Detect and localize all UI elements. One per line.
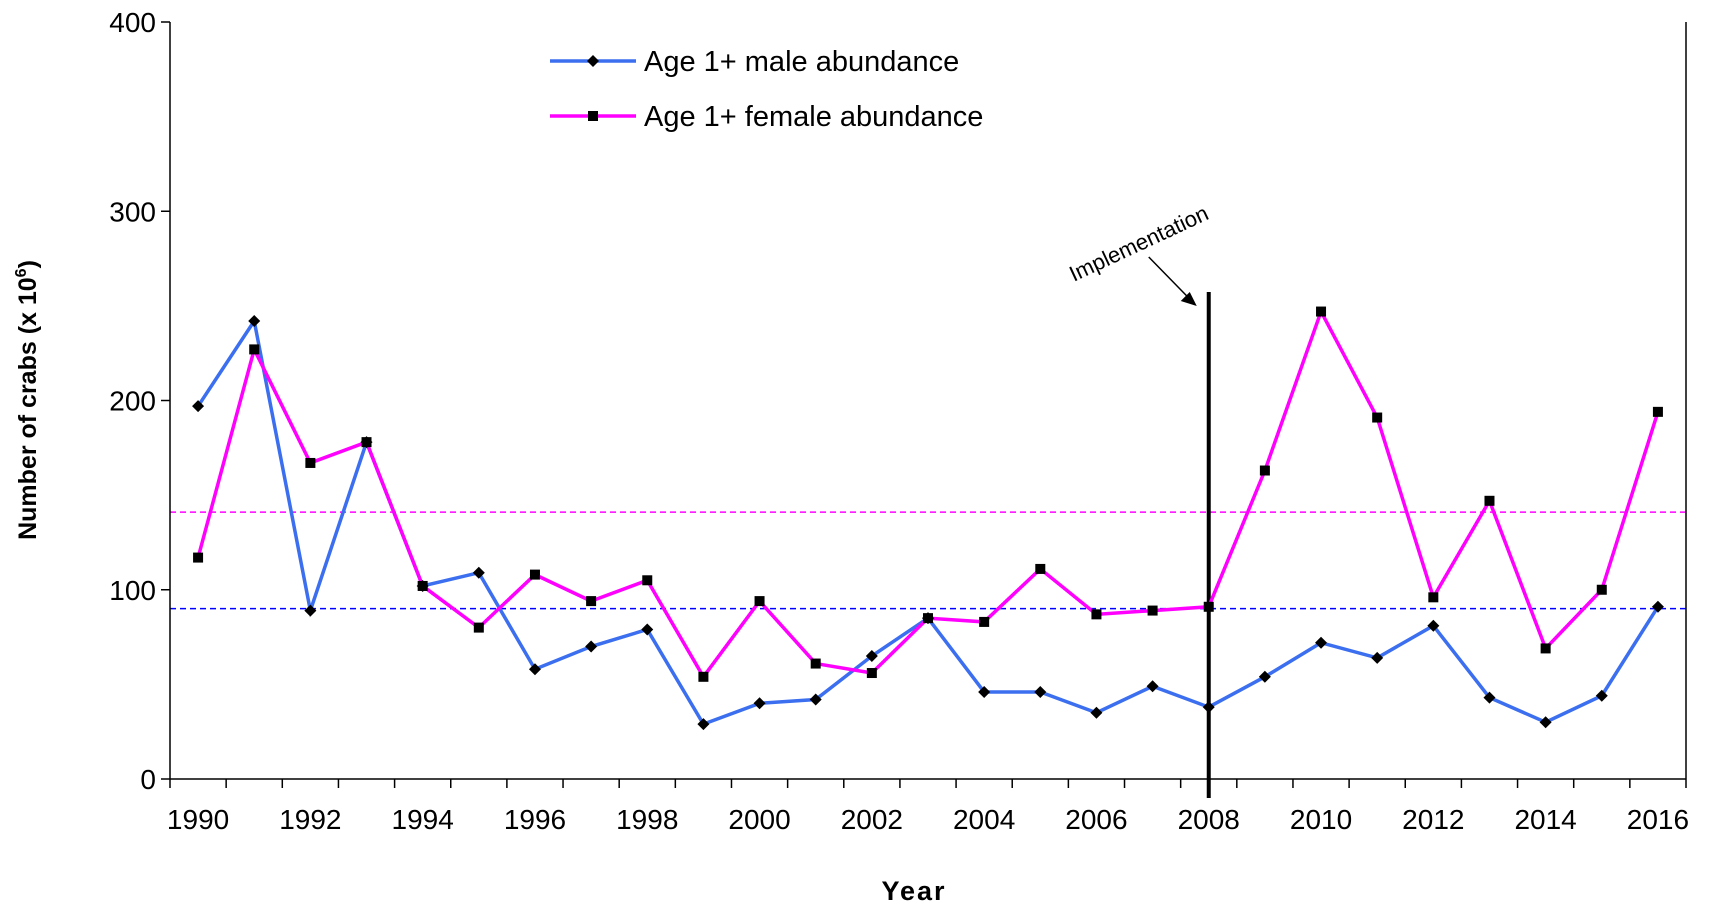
marker — [528, 663, 541, 676]
marker — [1483, 691, 1496, 704]
x-tick-label: 1996 — [504, 804, 566, 835]
marker — [361, 437, 372, 448]
marker — [1090, 706, 1103, 719]
marker — [1427, 619, 1440, 632]
marker — [193, 552, 204, 563]
x-tick-label: 2016 — [1627, 804, 1689, 835]
legend-marker — [587, 55, 599, 67]
x-tick-label: 2008 — [1178, 804, 1240, 835]
legend-label: Age 1+ male abundance — [644, 46, 959, 78]
x-tick-label: 2012 — [1402, 804, 1464, 835]
x-tick-label: 1990 — [167, 804, 229, 835]
legend-label: Age 1+ female abundance — [644, 101, 983, 133]
series-line — [196, 316, 1660, 727]
x-tick-label: 2006 — [1065, 804, 1127, 835]
y-tick-label: 400 — [109, 7, 156, 38]
y-label-suffix: ) — [14, 260, 42, 268]
marker — [978, 685, 991, 698]
marker — [1035, 563, 1046, 574]
y-tick-label: 100 — [109, 575, 156, 606]
marker — [1371, 651, 1384, 664]
marker — [472, 566, 485, 579]
marker — [1203, 601, 1214, 612]
marker — [1147, 605, 1158, 616]
y-axis-label: Number of crabs (x 106) — [13, 260, 42, 540]
marker — [1484, 495, 1495, 506]
marker — [304, 604, 317, 617]
marker — [865, 649, 878, 662]
marker — [866, 668, 877, 679]
marker — [753, 697, 766, 710]
x-tick-label: 1994 — [392, 804, 454, 835]
legend-marker — [588, 111, 598, 121]
x-tick-label: 2004 — [953, 804, 1015, 835]
marker — [1091, 609, 1102, 620]
x-tick-label: 1998 — [616, 804, 678, 835]
y-label-exponent: 6 — [13, 268, 30, 277]
marker — [1315, 636, 1328, 649]
marker — [642, 575, 653, 586]
marker — [698, 671, 709, 682]
y-tick-label: 0 — [140, 764, 156, 795]
marker — [1652, 406, 1663, 417]
marker — [754, 596, 765, 607]
marker — [641, 623, 654, 636]
marker — [1202, 701, 1215, 714]
marker — [249, 344, 260, 355]
marker — [248, 315, 261, 328]
marker — [1372, 412, 1383, 423]
x-tick-label: 2002 — [841, 804, 903, 835]
marker — [697, 718, 710, 731]
marker — [1540, 643, 1551, 654]
marker — [585, 640, 598, 653]
marker — [192, 400, 205, 413]
y-tick-label: 300 — [109, 196, 156, 227]
x-tick-label: 2014 — [1514, 804, 1576, 835]
arrow-head — [1180, 292, 1197, 306]
marker — [1034, 685, 1047, 698]
marker — [1316, 306, 1327, 317]
marker — [1259, 465, 1270, 476]
marker — [1596, 584, 1607, 595]
marker — [979, 616, 990, 627]
x-axis-label: Year — [881, 876, 946, 906]
marker — [809, 693, 822, 706]
y-tick-label: 200 — [109, 386, 156, 417]
marker — [923, 613, 933, 624]
marker — [1258, 670, 1271, 683]
marker — [473, 622, 484, 633]
marker — [810, 658, 821, 669]
x-tick-label: 2010 — [1290, 804, 1352, 835]
x-tick-label: 2000 — [728, 804, 790, 835]
marker — [305, 457, 316, 468]
marker — [1146, 680, 1159, 693]
y-label-text: Number of crabs (x 10 — [14, 277, 42, 540]
marker — [1428, 592, 1439, 603]
marker — [529, 569, 540, 580]
marker — [1539, 716, 1552, 729]
annotation-arrow — [1148, 256, 1192, 301]
annotation-text: Implementation — [1065, 200, 1212, 286]
marker — [1595, 689, 1608, 702]
marker — [417, 580, 428, 591]
x-tick-label: 1992 — [279, 804, 341, 835]
marker — [1651, 600, 1664, 613]
marker — [586, 596, 597, 607]
